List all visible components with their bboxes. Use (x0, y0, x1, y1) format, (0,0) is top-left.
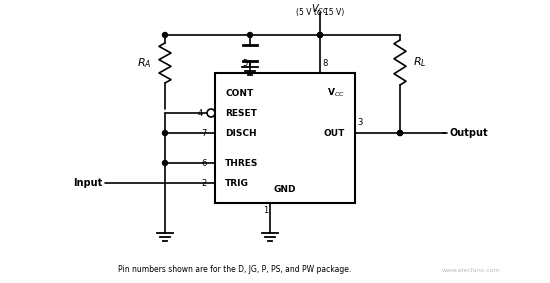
Circle shape (162, 130, 168, 136)
Text: $R_A$: $R_A$ (136, 56, 151, 70)
Text: THRES: THRES (225, 158, 258, 168)
Text: 3: 3 (357, 118, 362, 127)
Text: Pin numbers shown are for the D, JG, P, PS, and PW package.: Pin numbers shown are for the D, JG, P, … (118, 265, 351, 275)
Text: 2: 2 (202, 179, 207, 188)
Circle shape (398, 130, 403, 136)
Text: OUT: OUT (323, 128, 345, 138)
Text: V$_{CC}$: V$_{CC}$ (327, 87, 345, 99)
Circle shape (248, 33, 252, 38)
Circle shape (162, 33, 168, 38)
Text: 4: 4 (198, 108, 203, 117)
Circle shape (398, 130, 403, 136)
Circle shape (317, 33, 322, 38)
Text: $R_L$: $R_L$ (413, 55, 427, 69)
Text: 7: 7 (202, 128, 207, 138)
Text: RESET: RESET (225, 108, 257, 117)
Text: 5: 5 (243, 59, 248, 68)
Text: CONT: CONT (225, 89, 253, 98)
Circle shape (162, 160, 168, 166)
Circle shape (317, 33, 322, 38)
Text: www.elecfans.com: www.elecfans.com (442, 267, 500, 273)
Text: (5 V to 15 V): (5 V to 15 V) (296, 8, 344, 17)
Text: $V_{CC}$: $V_{CC}$ (311, 2, 329, 16)
Text: Output: Output (449, 128, 488, 138)
Text: TRIG: TRIG (225, 179, 249, 188)
Text: Input: Input (73, 178, 102, 188)
Text: DISCH: DISCH (225, 128, 257, 138)
Text: 6: 6 (202, 158, 207, 168)
Circle shape (207, 109, 215, 117)
Text: GND: GND (274, 185, 296, 194)
Bar (215, 73, 355, 203)
Text: 1: 1 (263, 206, 268, 215)
Text: 8: 8 (322, 59, 327, 68)
